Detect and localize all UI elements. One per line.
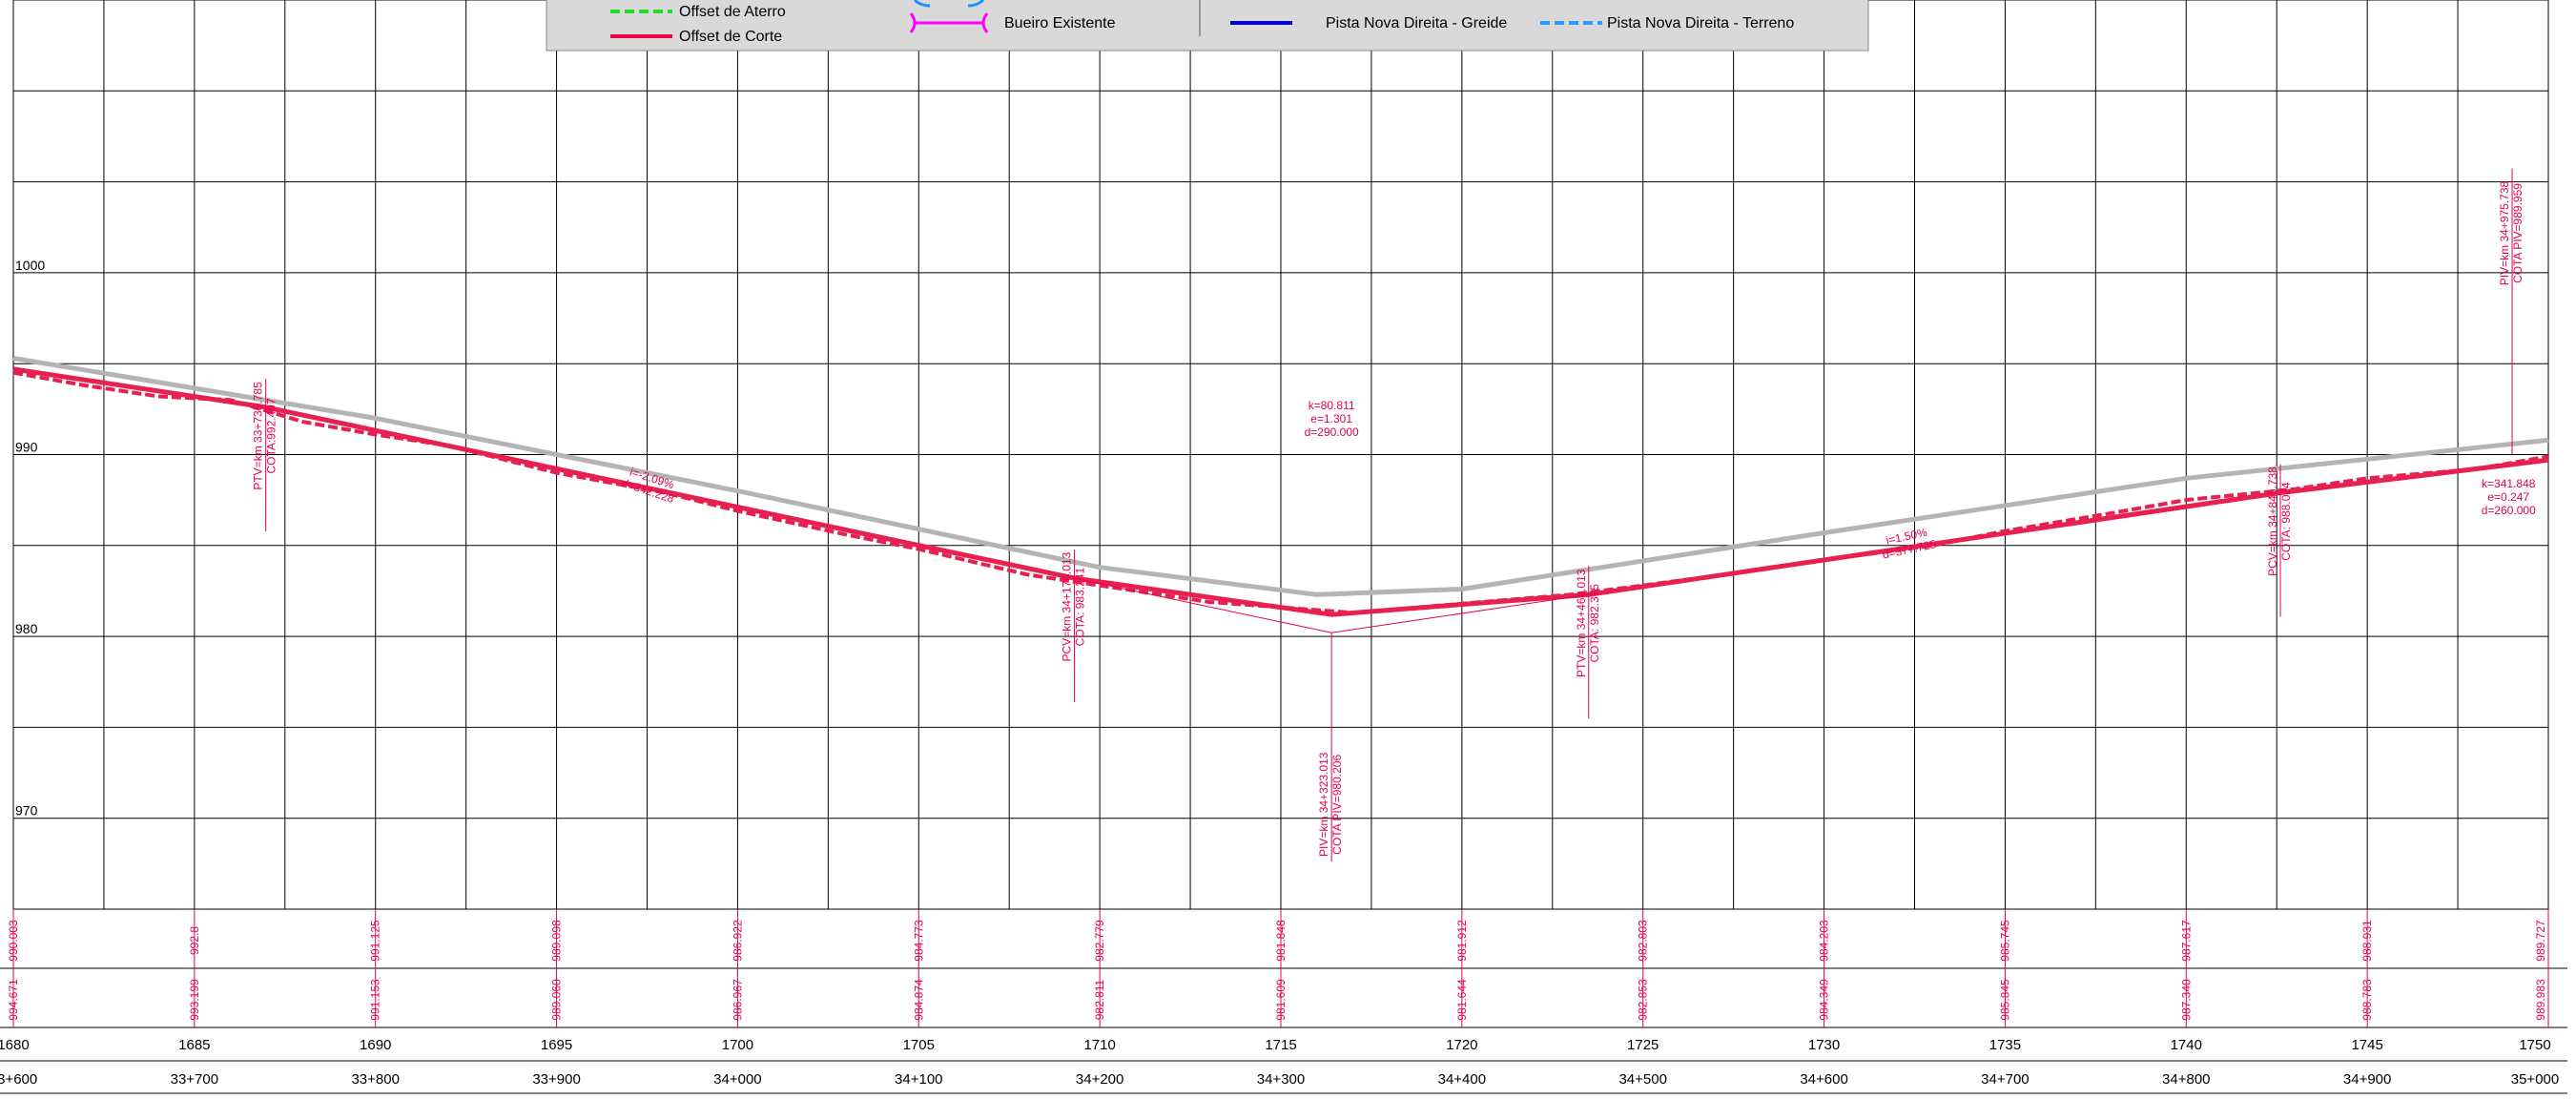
station-tick-label: 34+700: [1981, 1071, 2029, 1088]
station-tick-label: 34+800: [2162, 1071, 2210, 1088]
curve-parameter: k=341.848: [2482, 477, 2536, 490]
station-tick-label: 34+600: [1800, 1071, 1847, 1088]
series-line: [12, 356, 2549, 597]
curve-point-station: PCV=km 34+845.738: [2266, 467, 2279, 576]
legend-label: Pista Nova Direita - Greide: [1326, 15, 1507, 31]
curve-point-elevation: COTA: 988.024: [2279, 482, 2293, 561]
distance-tick-label: 1700: [722, 1037, 753, 1053]
curve-point-station: PCV=km 34+178.013: [1061, 551, 1074, 661]
station-tick-label: 33+700: [171, 1071, 218, 1088]
distance-tick-label: 1680: [0, 1037, 30, 1053]
pvi-elevation-label: COTA PIV=980.206: [1330, 755, 1344, 855]
legend-label: Bueiro Existente: [1004, 15, 1116, 31]
curve-parameter: k=80.811: [1309, 399, 1355, 412]
legend-label: Offset de Aterro: [679, 4, 786, 20]
station-tick-label: 34+400: [1438, 1071, 1486, 1088]
station-tick-label: 33+800: [351, 1071, 399, 1088]
curve-parameter: d=260.000: [2482, 504, 2536, 517]
distance-tick-label: 1690: [360, 1037, 391, 1053]
elevation-tick-label: 980: [15, 621, 38, 636]
station-tick-label: 34+300: [1257, 1071, 1305, 1088]
legend-box: [546, 0, 1869, 52]
legend-label: Offset de Corte: [679, 29, 782, 45]
elevation-tick-label: 1000: [15, 258, 45, 273]
distance-tick-label: 1750: [2519, 1037, 2550, 1053]
station-tick-label: 34+500: [1618, 1071, 1666, 1088]
distance-tick-label: 1740: [2171, 1037, 2202, 1053]
pvi-elevation-label: COTA PIV=989.959: [2511, 183, 2524, 283]
curve-parameter: d=290.000: [1305, 425, 1359, 439]
curve-parameter: e=1.301: [1310, 412, 1352, 425]
station-tick-label: 34+200: [1076, 1071, 1123, 1088]
curve-parameter: e=0.247: [2487, 490, 2529, 504]
station-tick-label: 33+900: [532, 1071, 580, 1088]
distance-tick-label: 1685: [178, 1037, 210, 1053]
station-tick-label: 34+000: [713, 1071, 761, 1088]
band-top-value: 989.727: [2534, 920, 2547, 962]
distance-tick-label: 1720: [1446, 1037, 1477, 1053]
legend-culvert-symbol-top: [913, 0, 985, 8]
pvi-station-label: PIV=km 34+323.013: [1317, 752, 1330, 857]
distance-tick-label: 1710: [1083, 1037, 1115, 1053]
station-tick-label: 34+100: [895, 1071, 942, 1088]
curve-point-elevation: COTA:992.497: [265, 398, 278, 473]
curve-point-elevation: COTA: 982.375: [1588, 584, 1601, 663]
station-tick-label: 35+000: [2511, 1071, 2559, 1088]
curve-point-station: PTV=km 33+735.785: [252, 382, 265, 490]
distance-tick-label: 1730: [1808, 1037, 1840, 1053]
distance-tick-label: 1735: [1989, 1037, 2021, 1053]
curve-point-station: PTV=km 34+468.013: [1575, 569, 1588, 677]
legend-culvert-symbol: [909, 12, 989, 33]
band-bottom-value: 989.983: [2534, 979, 2547, 1021]
distance-tick-label: 1725: [1627, 1037, 1659, 1053]
distance-tick-label: 1695: [541, 1037, 572, 1053]
elevation-tick-label: 970: [15, 803, 38, 819]
series-line: [12, 370, 2549, 615]
distance-tick-label: 1705: [903, 1037, 935, 1053]
pvi-station-label: PIV=km 34+975.738: [2498, 180, 2511, 285]
legend-label: Pista Nova Direita - Terreno: [1607, 15, 1794, 31]
distance-tick-label: 1715: [1265, 1037, 1296, 1053]
pvi-tangent-lines: [1074, 577, 1589, 633]
station-tick-label: 33+600: [0, 1071, 37, 1088]
distance-tick-label: 1745: [2351, 1037, 2382, 1053]
station-tick-label: 34+900: [2343, 1071, 2391, 1088]
curve-point-elevation: COTA: 983.241: [1074, 568, 1087, 647]
elevation-tick-label: 990: [15, 440, 38, 455]
